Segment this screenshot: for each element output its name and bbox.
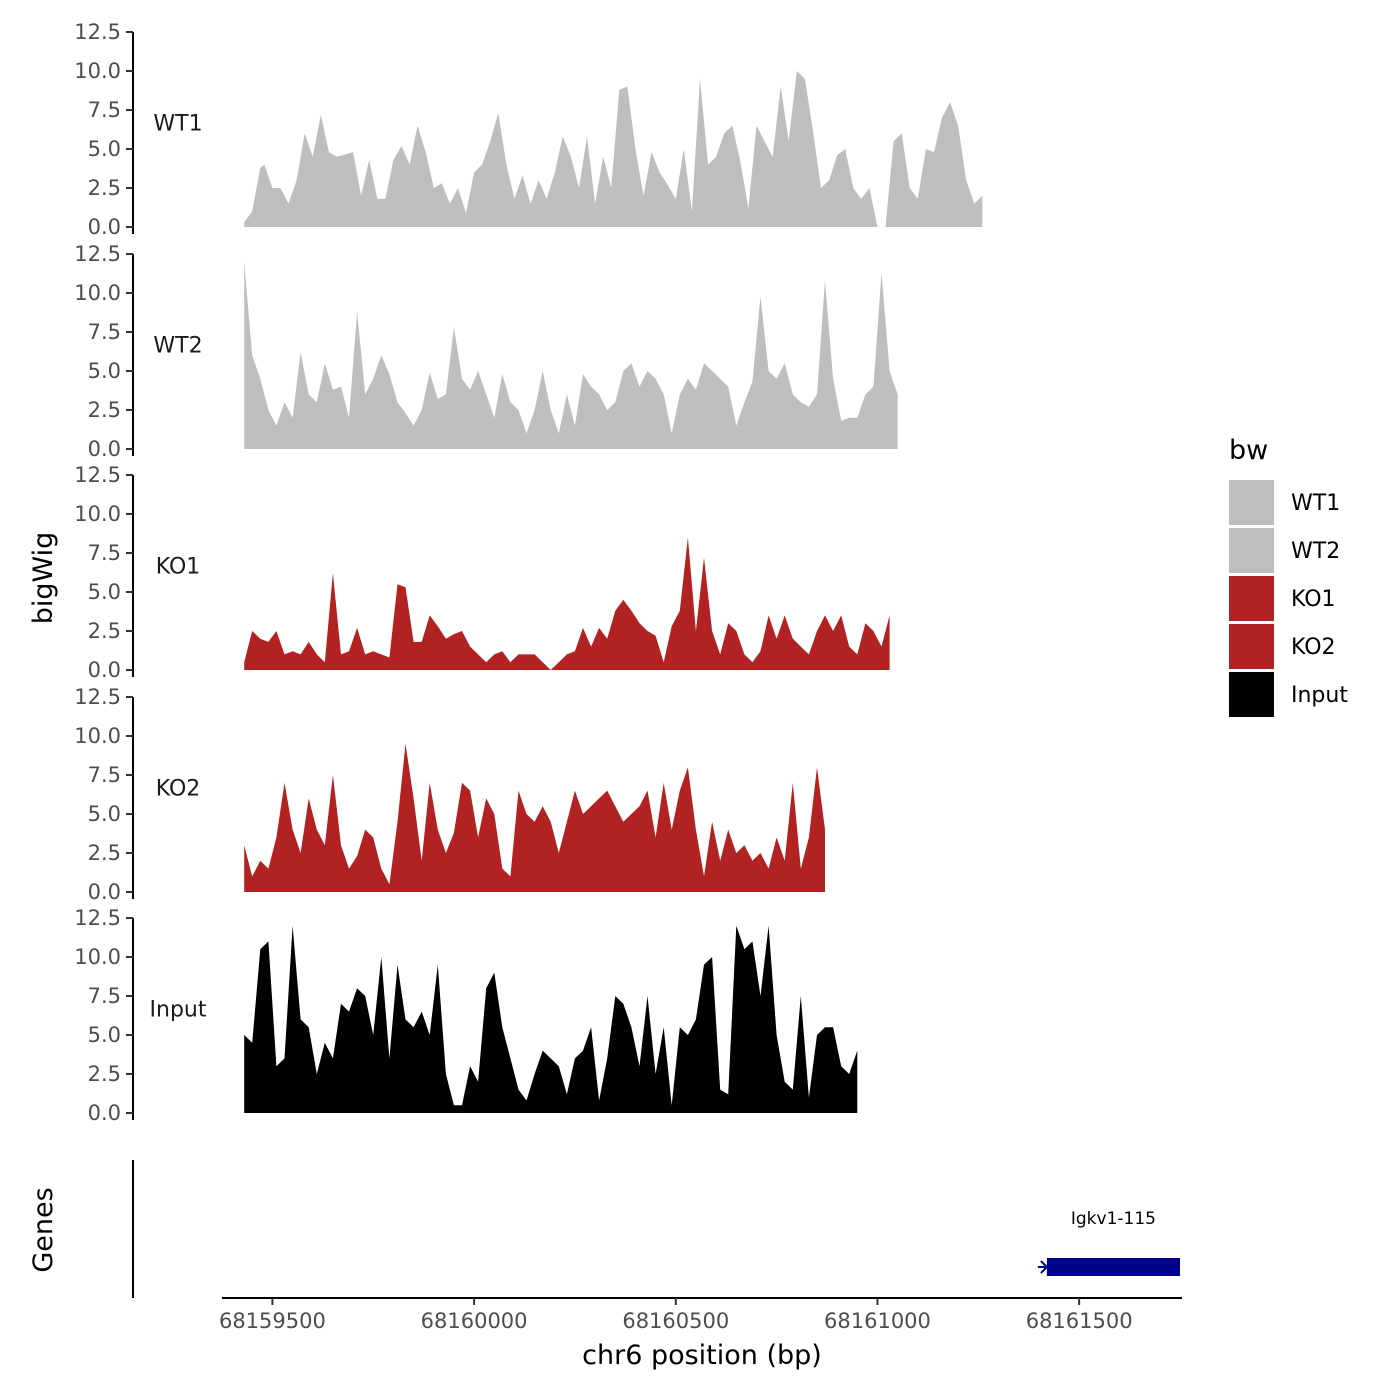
track-label-input: Input xyxy=(150,997,207,1022)
track-input: 0.0 2.5 5.0 7.5 10.0 12.5 Input xyxy=(74,906,858,1125)
y-tick-label: 5.0 xyxy=(88,802,121,826)
y-tick-label: 5.0 xyxy=(88,1023,121,1047)
y-tick-label: 0.0 xyxy=(88,658,121,682)
y-tick-label: 0.0 xyxy=(88,1101,121,1125)
y-tick-label: 7.5 xyxy=(88,98,121,122)
x-tick-label: 68160000 xyxy=(421,1309,528,1333)
y-tick-label: 0.0 xyxy=(88,437,121,461)
legend-swatch xyxy=(1229,480,1274,525)
track-ko2: 0.0 2.5 5.0 7.5 10.0 12.5 KO2 xyxy=(74,685,825,904)
genes-axis-title: Genes xyxy=(28,1187,59,1272)
y-tick-label: 7.5 xyxy=(88,984,121,1008)
y-tick-label: 12.5 xyxy=(74,20,121,44)
x-tick-label: 68161500 xyxy=(1026,1309,1133,1333)
track-wt2: 0.0 2.5 5.0 7.5 10.0 12.5 WT2 xyxy=(74,242,898,461)
y-tick-label: 5.0 xyxy=(88,580,121,604)
y-tick-label: 2.5 xyxy=(88,398,121,422)
area-wt2 xyxy=(244,261,898,449)
y-tick-label: 10.0 xyxy=(74,724,121,748)
y-tick-label: 12.5 xyxy=(74,906,121,930)
track-label-ko2: KO2 xyxy=(156,776,201,801)
legend-label: KO2 xyxy=(1291,635,1336,660)
y-tick-label: 0.0 xyxy=(88,880,121,904)
legend-label: Input xyxy=(1291,683,1348,708)
legend-item-input: Input xyxy=(1229,672,1348,717)
legend-swatch xyxy=(1229,528,1274,573)
track-label-wt2: WT2 xyxy=(153,333,202,358)
area-ko2 xyxy=(244,743,825,892)
x-tick-label: 68161000 xyxy=(824,1309,931,1333)
y-tick-label: 12.5 xyxy=(74,685,121,709)
legend-item-ko1: KO1 xyxy=(1229,576,1336,621)
legend-item-wt2: WT2 xyxy=(1229,528,1340,573)
y-tick-label: 7.5 xyxy=(88,320,121,344)
x-axis: 68159500 68160000 68160500 68161000 68161500 xyxy=(219,1297,1182,1333)
legend-item-wt1: WT1 xyxy=(1229,480,1340,525)
y-tick-label: 5.0 xyxy=(88,137,121,161)
y-tick-label: 2.5 xyxy=(88,1062,121,1086)
y-tick-label: 2.5 xyxy=(88,176,121,200)
legend-item-ko2: KO2 xyxy=(1229,624,1336,669)
legend-label: WT2 xyxy=(1291,539,1340,564)
y-tick-label: 2.5 xyxy=(88,619,121,643)
track-wt1: 0.0 2.5 5.0 7.5 10.0 12.5 WT1 xyxy=(74,20,983,239)
track-ko1: 0.0 2.5 5.0 7.5 10.0 12.5 KO1 xyxy=(74,463,890,682)
y-tick-label: 10.0 xyxy=(74,281,121,305)
y-tick-label: 7.5 xyxy=(88,763,121,787)
y-tick-label: 10.0 xyxy=(74,945,121,969)
y-tick-label: 5.0 xyxy=(88,359,121,383)
y-tick-label: 12.5 xyxy=(74,242,121,266)
y-tick-label: 12.5 xyxy=(74,463,121,487)
area-input xyxy=(244,925,858,1113)
x-tick-label: 68159500 xyxy=(219,1309,326,1333)
y-tick-label: 10.0 xyxy=(74,59,121,83)
signal-tracks: 0.0 2.5 5.0 7.5 10.0 12.5 WT1 0.0 2.5 5.0 7.5 10.0 1… xyxy=(74,20,983,1125)
legend-swatch xyxy=(1229,672,1274,717)
area-ko1 xyxy=(244,537,890,670)
legend-label: KO1 xyxy=(1291,587,1336,612)
y-axis-title: bigWig xyxy=(28,532,59,625)
y-tick-label: 0.0 xyxy=(88,215,121,239)
legend-title: bw xyxy=(1229,435,1268,466)
y-tick-label: 7.5 xyxy=(88,541,121,565)
x-tick-label: 68160500 xyxy=(622,1309,729,1333)
track-label-ko1: KO1 xyxy=(156,554,201,579)
x-axis-title: chr6 position (bp) xyxy=(582,1340,822,1371)
gene-igkv1-115: Igkv1-115 xyxy=(1037,1209,1180,1276)
legend: bw WT1 WT2 KO1 KO2 Input xyxy=(1229,435,1348,717)
legend-label: WT1 xyxy=(1291,491,1340,516)
gene-body xyxy=(1046,1258,1180,1276)
legend-swatch xyxy=(1229,624,1274,669)
area-wt1 xyxy=(244,71,983,227)
genes-track: Igkv1-115 xyxy=(132,1160,1180,1298)
legend-swatch xyxy=(1229,576,1274,621)
track-label-wt1: WT1 xyxy=(153,111,202,136)
y-tick-label: 10.0 xyxy=(74,502,121,526)
strand-arrow xyxy=(1040,1260,1049,1274)
gene-label: Igkv1-115 xyxy=(1071,1209,1156,1229)
y-tick-label: 2.5 xyxy=(88,841,121,865)
